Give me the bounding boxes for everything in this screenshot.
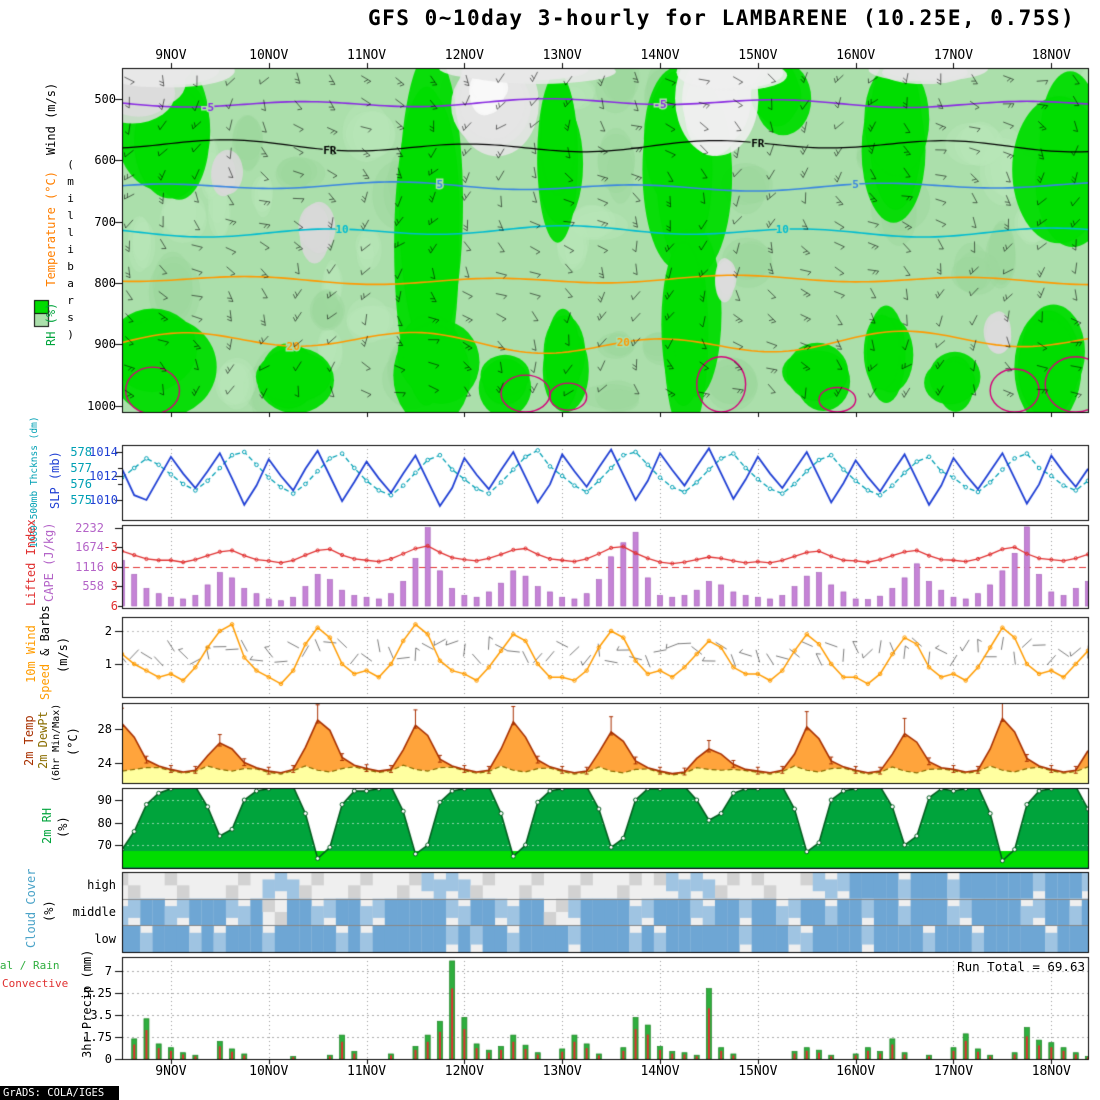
tick-label: 800 xyxy=(94,276,116,290)
tick-label: 0 xyxy=(110,559,118,574)
temp-unit-label: (°C) xyxy=(66,727,80,756)
date-label: 17NOV xyxy=(933,1064,974,1079)
tick-label: 90 xyxy=(97,793,112,807)
date-label: 18NOV xyxy=(1031,48,1071,63)
date-label: 11NOV xyxy=(346,48,387,63)
tick-label: 578 xyxy=(70,445,92,459)
wind10m-unit-label: (m/s) xyxy=(56,636,70,673)
date-label: 17NOV xyxy=(933,48,974,63)
date-label: 18NOV xyxy=(1031,1064,1071,1079)
millibars-axis-label: (millibars) xyxy=(64,158,77,345)
wind10m-barbs-label: & Barbs xyxy=(38,605,52,656)
wind-axis-label: Wind (m/s) xyxy=(44,82,58,156)
cloud-unit-label: (%) xyxy=(42,900,56,922)
tick-label: 7 xyxy=(104,964,112,978)
date-label: 16NOV xyxy=(836,1064,876,1079)
tick-label: 5.25 xyxy=(83,986,112,1000)
date-label: 13NOV xyxy=(542,48,582,63)
tick-label: middle xyxy=(72,904,116,919)
precip-convective-label: Convective xyxy=(2,977,69,990)
wind10m-speed-label: Speed xyxy=(38,663,52,700)
tick-label: 576 xyxy=(70,477,92,491)
tick-label: 2 xyxy=(104,624,112,638)
grads-credit: GrADS: COLA/IGES xyxy=(0,1086,119,1100)
tick-label: 80 xyxy=(97,815,112,830)
rh2m-axis-label: 2m RH xyxy=(40,807,54,844)
tick-label: 28 xyxy=(97,721,112,736)
lifted-index-axis-label: Lifted Index xyxy=(24,519,38,606)
tick-label: 1.75 xyxy=(83,1030,112,1044)
tick-label: 1012 xyxy=(89,469,118,483)
date-label: 14NOV xyxy=(640,1064,680,1079)
page-title: GFS 0~10day 3-hourly for LAMBARENE (10.2… xyxy=(368,6,1076,30)
date-label: 15NOV xyxy=(738,48,778,63)
date-label: 13NOV xyxy=(542,1064,582,1079)
rh-axis-label: RH (%) xyxy=(44,302,58,346)
date-label: 10NOV xyxy=(249,48,289,63)
tick-label: 900 xyxy=(94,337,116,352)
tick-label: 1000 xyxy=(87,398,116,413)
date-label: 16NOV xyxy=(836,48,876,63)
cloud-axis-label: Cloud Cover xyxy=(24,868,38,948)
wind10m-speed-axis-label: Speed & Barbs xyxy=(38,605,52,700)
tick-label: 558 xyxy=(82,579,104,594)
date-label: 11NOV xyxy=(346,1064,387,1079)
minmax-axis-label: (6hr Min/Max) xyxy=(51,703,62,782)
tick-label: 577 xyxy=(70,461,92,475)
date-label: 12NOV xyxy=(444,1064,484,1079)
tick-label: 575 xyxy=(70,493,92,507)
dewpt2m-axis-label: 2m DewPt xyxy=(36,711,50,769)
rh2m-unit-label: (%) xyxy=(56,816,70,838)
tick-label: 3.5 xyxy=(90,1008,112,1022)
run-total: Run Total = 69.63 xyxy=(957,959,1085,974)
panel1-ylabel: RH (%) Temperature (°C) Wind (m/s) xyxy=(44,83,58,346)
temp2m-axis-label: 2m Temp xyxy=(22,715,36,766)
tick-label: 500 xyxy=(94,91,116,106)
precip-total-label: Total / Rain xyxy=(0,959,60,972)
tick-label: 1014 xyxy=(89,445,118,459)
tick-label: 6 xyxy=(110,598,118,613)
tick-label: 1010 xyxy=(89,493,118,507)
tick-label: 700 xyxy=(94,214,116,229)
date-label: 15NOV xyxy=(738,1064,778,1079)
date-label: 9NOV xyxy=(155,48,187,63)
cape-axis-label: CAPE (J/kg) xyxy=(42,522,56,602)
wind10m-axis-label: 10m Wind xyxy=(24,625,38,683)
date-label: 10NOV xyxy=(249,1064,289,1079)
date-label: 9NOV xyxy=(155,1064,187,1079)
tick-label: low xyxy=(94,931,116,946)
tick-label: 1674 xyxy=(75,540,104,555)
tick-label: 3 xyxy=(110,579,118,594)
tick-label: 1116 xyxy=(75,559,104,574)
tick-label: -3 xyxy=(103,540,118,555)
date-label: 12NOV xyxy=(444,48,484,63)
tick-label: high xyxy=(87,878,116,893)
tick-label: 24 xyxy=(97,755,112,770)
tick-label: 600 xyxy=(94,153,116,168)
tick-label: 0 xyxy=(104,1052,112,1066)
date-label: 14NOV xyxy=(640,48,680,63)
tick-label: 70 xyxy=(97,838,112,852)
temperature-axis-label: Temperature (°C) xyxy=(44,171,58,287)
tick-label: 1 xyxy=(104,657,112,671)
tick-label: 2232 xyxy=(75,520,104,535)
